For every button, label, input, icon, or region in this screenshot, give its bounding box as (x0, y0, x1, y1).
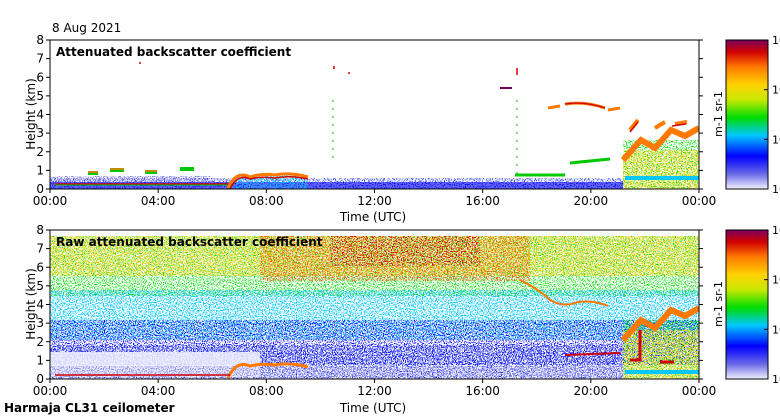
panel-raw-backscatter: Raw attenuated backscatter coefficient T… (24, 223, 780, 415)
elevated-trace (519, 279, 609, 307)
speck-columns (332, 100, 518, 180)
x-tick-label: 00:00 (682, 384, 717, 398)
surface-layer (50, 182, 623, 189)
x-tick-label: 12:00 (357, 194, 392, 208)
y-ticks: 0 1 2 3 4 5 6 7 8 (36, 223, 703, 386)
y-tick-label: 5 (36, 89, 44, 103)
rain-cores (630, 330, 674, 364)
y-tick-label: 1 (36, 353, 44, 367)
y-axis-label: Height (km) (24, 78, 38, 149)
low-trace (564, 352, 621, 356)
colorbar-ticks: 10-7 10-6 10-5 10-4 (764, 224, 780, 386)
small-cloud-tops (88, 168, 157, 173)
colorbar-tick-label: 10-4 (772, 34, 780, 47)
chart-title: Raw attenuated backscatter coefficient (56, 235, 323, 249)
rain-streaks (628, 118, 688, 132)
panel-attenuated-backscatter: Attenuated backscatter coefficient Time … (24, 33, 780, 224)
low-cloud-trace (226, 362, 309, 379)
x-tick-label: 00:00 (33, 384, 68, 398)
x-tick-label: 20:00 (574, 384, 609, 398)
x-tick-label: 04:00 (141, 194, 176, 208)
y-tick-label: 6 (36, 260, 44, 274)
colorbar-tick-label: 10-5 (772, 84, 780, 97)
y-tick-label: 7 (36, 242, 44, 256)
x-tick-label: 08:00 (249, 384, 284, 398)
colorbar-label: m-1 sr-1 (712, 281, 725, 327)
noise-red (330, 236, 480, 266)
x-axis-label: Time (UTC) (339, 401, 406, 415)
colorbar (725, 229, 769, 380)
plot-background (50, 40, 699, 189)
y-tick-label: 0 (36, 182, 44, 196)
y-tick-label: 8 (36, 223, 44, 237)
y-tick-label: 2 (36, 145, 44, 159)
y-axis-label: Height (km) (24, 268, 38, 339)
y-tick-label: 7 (36, 52, 44, 66)
colorbar (725, 39, 769, 190)
y-tick-label: 4 (36, 298, 44, 312)
x-tick-label: 00:00 (33, 194, 68, 208)
x-tick-label: 04:00 (141, 384, 176, 398)
y-tick-label: 1 (36, 163, 44, 177)
x-tick-label: 08:00 (249, 194, 284, 208)
chart-title: Attenuated backscatter coefficient (56, 45, 291, 59)
heatmap-content (50, 236, 699, 379)
colorbar-tick-label: 10-5 (772, 274, 780, 287)
rain-top (620, 125, 699, 163)
x-tick-label: 00:00 (682, 194, 717, 208)
small-clouds (88, 167, 194, 175)
x-tick-label: 12:00 (357, 384, 392, 398)
colorbar-tick-label: 10-6 (772, 323, 780, 336)
y-tick-label: 6 (36, 70, 44, 84)
date-label: 8 Aug 2021 (52, 21, 122, 35)
x-tick-label: 16:00 (465, 194, 500, 208)
colorbar-label: m-1 sr-1 (712, 91, 725, 137)
colorbar-tick-label: 10-6 (772, 133, 780, 146)
colorbar-ticks: 10-7 10-6 10-5 10-4 (764, 34, 780, 196)
colorbar-tick-label: 10-4 (772, 224, 780, 237)
y-tick-label: 5 (36, 279, 44, 293)
y-tick-label: 4 (36, 108, 44, 122)
station-label: Harmaja CL31 ceilometer (4, 401, 175, 415)
low-cloud-top (226, 172, 309, 189)
x-tick-label: 16:00 (465, 384, 500, 398)
specks (139, 62, 518, 75)
colorbar-tick-label: 10-7 (772, 373, 780, 386)
elevated-cloud-core (564, 102, 606, 109)
heatmap-content (50, 62, 699, 189)
late-clouds (515, 157, 611, 177)
y-tick-label: 3 (36, 126, 44, 140)
x-axis-label: Time (UTC) (339, 210, 406, 224)
x-ticks: 00:00 04:00 08:00 12:00 16:00 20:00 00:00 (33, 189, 717, 208)
x-tick-label: 20:00 (574, 194, 609, 208)
y-tick-label: 3 (36, 316, 44, 330)
y-ticks: 0 1 2 3 4 5 6 7 8 (36, 33, 703, 196)
colorbar-tick-label: 10-7 (772, 183, 780, 196)
y-tick-label: 2 (36, 335, 44, 349)
y-tick-label: 0 (36, 372, 44, 386)
x-ticks: 00:00 04:00 08:00 12:00 16:00 20:00 00:00 (33, 379, 717, 398)
surface-layer (50, 366, 630, 379)
rain-cores (629, 121, 687, 133)
rain-yellow (623, 150, 699, 189)
low-cloud-base (229, 175, 309, 189)
pale-layer (50, 176, 210, 182)
y-tick-label: 8 (36, 33, 44, 47)
rain-top (620, 305, 699, 343)
